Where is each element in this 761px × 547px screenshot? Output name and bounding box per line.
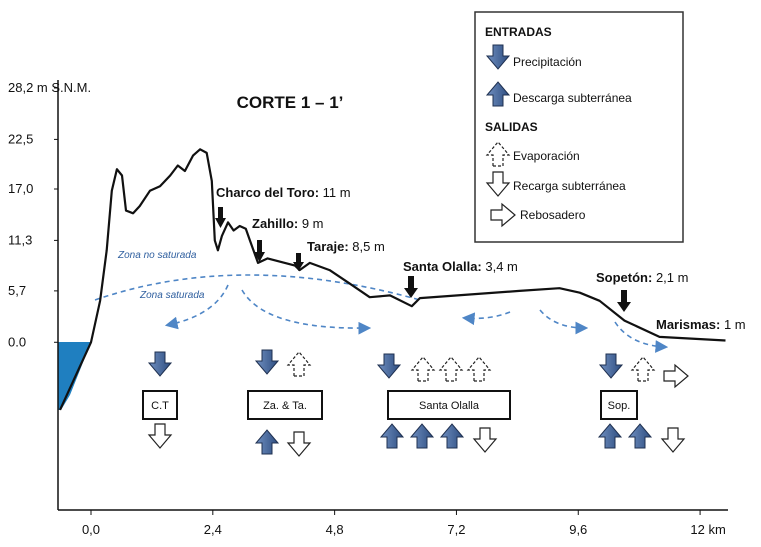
y-tick-label: 0.0 [8, 334, 26, 349]
flow-arrow [465, 312, 510, 318]
zone-label: Zona no saturada [117, 250, 197, 261]
site-label: Taraje: 8,5 m [307, 239, 385, 254]
site-label: Marismas: 1 m [656, 317, 746, 332]
y-tick-label: 17,0 [8, 181, 33, 196]
site-label: Sopetón: 2,1 m [596, 270, 688, 285]
y-tick-label: 5,7 [8, 283, 26, 298]
legend-heading: SALIDAS [485, 120, 538, 134]
x-tick-label: 2,4 [204, 522, 222, 537]
box-label: Za. & Ta. [263, 400, 307, 412]
x-tick-label: 7,2 [447, 522, 465, 537]
box-label: C.T [151, 400, 169, 412]
zone-label: Zona saturada [139, 290, 205, 301]
x-tick-label: 12 km [690, 522, 725, 537]
x-tick-label: 0,0 [82, 522, 100, 537]
x-tick-label: 9,6 [569, 522, 587, 537]
cross-section: 0.0 5,7 11,3 17,0 22,5 28,2 m S.N.M. 0,0 2,4 4,8… [0, 0, 761, 542]
site-label: Santa Olalla: 3,4 m [403, 259, 518, 274]
legend-item: Evaporación [513, 149, 580, 163]
y-tick-label: 11,3 [8, 232, 32, 247]
legend-item: Descarga subterránea [513, 91, 632, 105]
legend: ENTRADAS Precipitación Descarga subterrá… [475, 12, 683, 242]
site-label: Zahillo: 9 m [252, 216, 324, 231]
flow-arrow [540, 310, 585, 328]
legend-item: Recarga subterránea [513, 179, 626, 193]
y-tick-label: 28,2 m S.N.M. [8, 80, 91, 95]
legend-item: Rebosadero [520, 208, 586, 222]
site-label: Charco del Toro: 11 m [216, 185, 351, 200]
flow-arrow [242, 290, 368, 328]
title: CORTE 1 – 1’ [237, 93, 344, 112]
legend-item: Precipitación [513, 55, 582, 69]
box-label: Sop. [608, 400, 631, 412]
legend-heading: ENTRADAS [485, 25, 552, 39]
y-tick-label: 22,5 [8, 131, 33, 146]
box-label: Santa Olalla [419, 400, 480, 412]
x-tick-label: 4,8 [326, 522, 344, 537]
balance-boxes: C.T Za. & Ta. Santa Olalla Sop. [143, 350, 688, 456]
